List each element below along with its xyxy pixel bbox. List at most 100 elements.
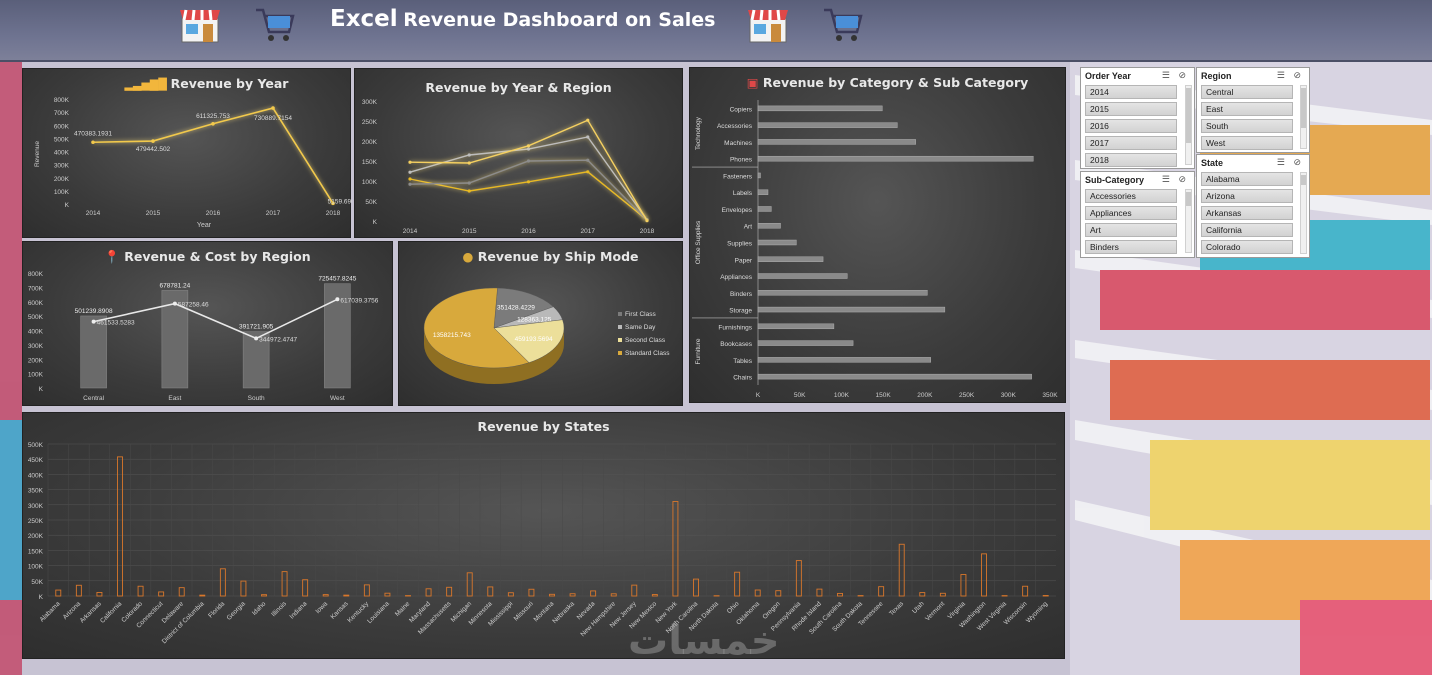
state-slicer[interactable]: State ☰ ⊘ Alabama Arizona Arkansas Californ… bbox=[1196, 154, 1310, 258]
bar bbox=[757, 206, 772, 212]
x-tick-label: 2014 bbox=[86, 210, 101, 217]
pie-side bbox=[424, 328, 564, 384]
category-label: Paper bbox=[735, 257, 753, 264]
slicer-item[interactable]: 2016 bbox=[1085, 119, 1177, 133]
slicer-scrollbar[interactable] bbox=[1300, 85, 1307, 149]
y-tick-label: 500K bbox=[28, 442, 44, 449]
multi-select-icon[interactable]: ☰ bbox=[1161, 174, 1170, 184]
y-tick-label: 150K bbox=[362, 159, 378, 166]
bar bbox=[939, 592, 946, 597]
revenue-cost-by-region-panel: 📍 Revenue & Cost by Region 800K 700K 600K 5… bbox=[22, 241, 393, 406]
pie-slice bbox=[423, 287, 530, 369]
revenue-by-year-panel: ▂▃▅▇█ Revenue by Year 800K 700K 600K 500K 40… bbox=[22, 68, 352, 238]
data-point bbox=[211, 121, 215, 126]
revenue-by-states-panel: Revenue by States 500K 450K 400K 350K 300K 25… bbox=[22, 412, 1065, 659]
title-prefix: Excel bbox=[330, 6, 398, 32]
x-tick-label: South bbox=[248, 395, 265, 402]
slicer-item[interactable]: South bbox=[1201, 119, 1293, 133]
slicer-item[interactable]: Binders bbox=[1085, 240, 1177, 254]
slicer-item[interactable]: Central bbox=[1201, 85, 1293, 99]
slice-label: 128363.125 bbox=[517, 317, 552, 324]
slicer-scrollbar[interactable] bbox=[1185, 189, 1192, 253]
bar bbox=[466, 572, 473, 597]
chart-title: Revenue by States bbox=[477, 419, 610, 434]
bar bbox=[75, 584, 82, 597]
sub-category-slicer[interactable]: Sub-Category ☰ ⊘ Accessories Appliances Ar… bbox=[1080, 171, 1195, 258]
slicer-item[interactable]: West bbox=[1201, 136, 1293, 150]
group-label: Furniture bbox=[695, 338, 702, 364]
revenue-by-states-chart: 500K 450K 400K 350K 300K 250K 200K 150K 100K 50K K… bbox=[28, 442, 1056, 645]
slicer-item[interactable]: Arizona bbox=[1201, 189, 1293, 203]
bar bbox=[363, 584, 370, 597]
chart-title: 📍 Revenue & Cost by Region bbox=[23, 249, 392, 265]
x-tick-label: 150K bbox=[876, 392, 892, 399]
group-label: Technology bbox=[695, 116, 702, 150]
slicer-item[interactable]: Accessories bbox=[1085, 189, 1177, 203]
slicer-scrollbar[interactable] bbox=[1300, 172, 1307, 254]
slicer-item[interactable]: Art bbox=[1085, 223, 1177, 237]
y-tick-label: 100K bbox=[54, 189, 70, 196]
bar bbox=[795, 560, 802, 597]
multi-select-icon[interactable]: ☰ bbox=[1276, 70, 1285, 80]
chart-title: ● Revenue by Ship Mode bbox=[399, 249, 682, 264]
slicer-item[interactable]: 2014 bbox=[1085, 85, 1177, 99]
x-tick-label: Central bbox=[83, 395, 105, 402]
legend-label: Standard Class bbox=[625, 350, 670, 357]
data-point bbox=[408, 182, 412, 186]
chart-title: Revenue by Year & Region bbox=[425, 80, 612, 95]
revenue-by-year-chart: 800K 700K 600K 500K 400K 300K 200K 100K K Revenue… bbox=[34, 97, 352, 229]
bar bbox=[549, 593, 555, 597]
region-slicer[interactable]: Region ☰ ⊘ Central East South West bbox=[1196, 67, 1310, 153]
revenue-by-category-chart: Copiers Accessories Machines Phones Fastener… bbox=[692, 100, 1058, 399]
multi-select-icon[interactable]: ☰ bbox=[1276, 157, 1285, 167]
slicer-item[interactable]: California bbox=[1201, 223, 1293, 237]
x-tick-label: Utah bbox=[911, 600, 926, 615]
x-tick-label: 350K bbox=[1042, 392, 1058, 399]
slicer-item[interactable]: Alabama bbox=[1201, 172, 1293, 186]
multi-select-icon[interactable]: ☰ bbox=[1161, 70, 1170, 80]
y-tick-label: 200K bbox=[362, 139, 378, 146]
data-point bbox=[467, 189, 471, 193]
clear-filter-icon[interactable]: ⊘ bbox=[1293, 70, 1301, 80]
slicer-item[interactable]: Arkansas bbox=[1201, 206, 1293, 220]
data-point bbox=[586, 170, 590, 174]
data-point bbox=[467, 153, 471, 157]
x-tick-label: K bbox=[756, 392, 761, 399]
legend-swatch bbox=[618, 312, 622, 316]
x-tick-label: 200K bbox=[917, 392, 933, 399]
bar bbox=[199, 594, 206, 597]
slicer-item[interactable]: Appliances bbox=[1085, 206, 1177, 220]
cost-point bbox=[254, 336, 259, 341]
category-label: Chairs bbox=[733, 375, 753, 382]
clear-filter-icon[interactable]: ⊘ bbox=[1178, 70, 1186, 80]
legend-swatch bbox=[618, 338, 622, 342]
dashboard-title: Excel Revenue Dashboard on Sales bbox=[330, 6, 716, 32]
y-tick-label: 100K bbox=[28, 564, 44, 571]
category-label: Art bbox=[744, 224, 753, 231]
bar bbox=[322, 594, 329, 597]
bar bbox=[569, 593, 576, 597]
data-point bbox=[645, 219, 649, 223]
bar bbox=[816, 588, 823, 597]
slicer-item[interactable]: 2017 bbox=[1085, 136, 1177, 150]
clear-filter-icon[interactable]: ⊘ bbox=[1178, 174, 1186, 184]
clear-filter-icon[interactable]: ⊘ bbox=[1293, 157, 1301, 167]
bar bbox=[693, 578, 699, 597]
bar bbox=[651, 594, 658, 597]
slicer-item[interactable]: East bbox=[1201, 102, 1293, 116]
slicer-item[interactable]: Colorado bbox=[1201, 240, 1293, 254]
order-year-slicer[interactable]: Order Year ☰ ⊘ 2014 2015 2016 2017 2018 bbox=[1080, 67, 1195, 169]
cost-label: 461533.5283 bbox=[97, 320, 135, 327]
slicer-item[interactable]: 2015 bbox=[1085, 102, 1177, 116]
bar bbox=[757, 306, 946, 313]
slice-label: 1358215.743 bbox=[433, 332, 471, 339]
y-tick-label: 800K bbox=[54, 97, 70, 104]
y-tick-label: 350K bbox=[28, 488, 44, 495]
bar bbox=[446, 586, 453, 597]
slicer-item[interactable]: 2018 bbox=[1085, 153, 1177, 167]
bar bbox=[757, 155, 1034, 162]
x-tick-label: Nebraska bbox=[551, 600, 576, 625]
legend-label: Same Day bbox=[625, 324, 656, 331]
slicer-scrollbar[interactable] bbox=[1185, 85, 1192, 165]
data-point bbox=[586, 158, 590, 162]
